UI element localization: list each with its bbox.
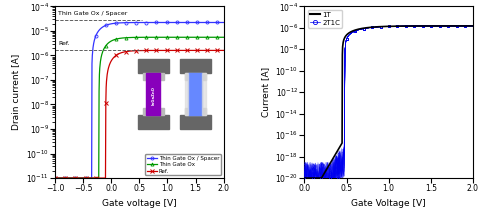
Legend: 1T, 2T1C: 1T, 2T1C [308,10,342,28]
1T [301,177,307,179]
Thin Gate Ox / Spacer [191,21,196,24]
Ref. [216,49,222,52]
1T [378,25,384,28]
Thin Gate Ox / Spacer [133,21,139,24]
Thin Gate Ox [133,36,139,39]
Text: Thin Gate Ox / Spacer: Thin Gate Ox / Spacer [58,11,127,16]
Thin Gate Ox / Spacer [216,21,222,24]
Ref. [153,49,158,52]
Text: Ref.: Ref. [58,41,70,46]
Thin Gate Ox [153,36,158,39]
Thin Gate Ox / Spacer [52,177,58,179]
Thin Gate Ox [191,36,196,39]
Thin Gate Ox [216,36,222,39]
1T [414,25,420,27]
1T [428,25,434,27]
Y-axis label: Current [A]: Current [A] [261,67,270,117]
Thin Gate Ox [221,36,227,39]
Thin Gate Ox [132,36,138,39]
1T [401,25,407,27]
Legend: Thin Gate Ox / Spacer, Thin Gate Ox, Ref.: Thin Gate Ox / Spacer, Thin Gate Ox, Ref… [145,154,221,175]
Thin Gate Ox [52,177,58,179]
Line: 1T: 1T [304,26,473,178]
Thin Gate Ox / Spacer [153,21,158,24]
X-axis label: Gate Voltage [V]: Gate Voltage [V] [351,199,426,208]
Thin Gate Ox [144,36,149,39]
1T [470,25,476,27]
Ref. [132,49,138,52]
1T [345,33,350,35]
1T [331,155,337,158]
Line: Thin Gate Ox / Spacer: Thin Gate Ox / Spacer [54,21,225,180]
X-axis label: Gate voltage [V]: Gate voltage [V] [102,199,177,208]
Line: Thin Gate Ox: Thin Gate Ox [54,36,225,180]
Ref. [133,49,139,52]
Thin Gate Ox / Spacer [221,21,227,24]
Line: Ref.: Ref. [53,49,225,180]
Thin Gate Ox / Spacer [144,21,149,24]
Y-axis label: Drain current [A]: Drain current [A] [12,54,21,130]
Ref. [144,49,149,52]
Ref. [52,177,58,179]
Ref. [221,49,227,52]
Thin Gate Ox / Spacer [132,21,138,24]
Ref. [191,49,196,52]
